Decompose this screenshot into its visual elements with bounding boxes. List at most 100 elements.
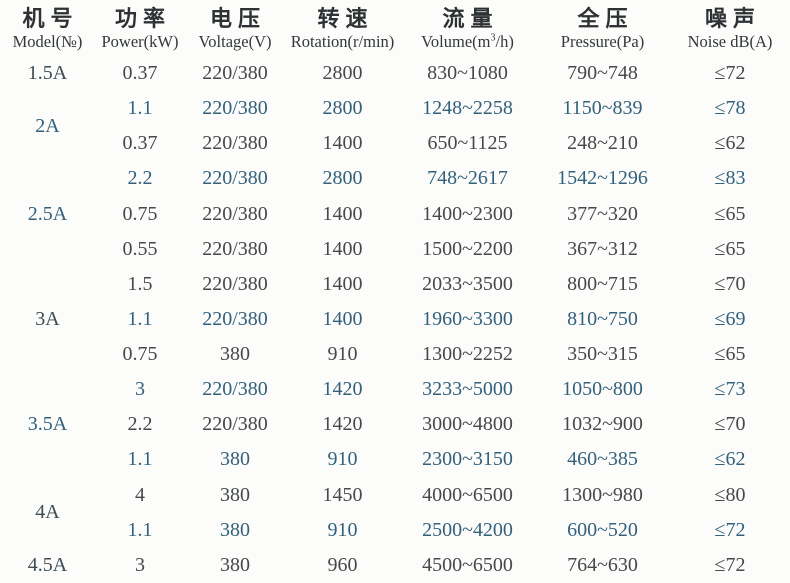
power-cell: 0.37	[122, 62, 158, 85]
table-row: 2A 1.1 220/380 2800 1248~2258 1150~839 ≤…	[0, 91, 790, 137]
pressure-cell: 810~750	[567, 307, 638, 330]
voltage-cell: 220/380	[202, 202, 268, 225]
pressure-cell: 800~715	[567, 272, 638, 295]
table-row: 1.1 220/380 1400 1960~3300 810~750 ≤69	[0, 302, 790, 337]
power-cell: 2.2	[127, 167, 153, 190]
power-cell: 0.37	[122, 132, 158, 155]
rotation-cell: 1400	[322, 237, 363, 260]
column-header-power: 功率 Power(kW)	[95, 0, 185, 56]
rotation-cell: 2800	[322, 97, 363, 120]
rotation-cell: 1420	[322, 378, 363, 401]
model-cell: 1.5A	[27, 62, 68, 85]
volume-cell: 1300~2252	[422, 343, 513, 366]
rotation-cell: 1400	[322, 132, 363, 155]
voltage-cell: 380	[220, 343, 250, 366]
rotation-cell: 960	[327, 553, 358, 576]
noise-cell: ≤72	[714, 62, 746, 85]
model-cell: 4A	[35, 501, 60, 524]
power-cell: 0.75	[122, 202, 158, 225]
table-row: 2.5A 2.2 220/380 2800 748~2617 1542~1296…	[0, 161, 790, 224]
header-pressure-zh: 全压	[577, 7, 634, 32]
header-rotation-en: Rotation(r/min)	[290, 32, 395, 51]
noise-cell: ≤72	[714, 553, 746, 576]
pressure-cell: 764~630	[567, 553, 638, 576]
voltage-cell: 220/380	[202, 62, 268, 85]
voltage-cell: 220/380	[202, 378, 268, 401]
column-header-rotation: 转速 Rotation(r/min)	[285, 0, 400, 56]
pressure-cell: 1032~900	[562, 413, 643, 436]
voltage-cell: 220/380	[202, 97, 268, 120]
noise-cell: ≤62	[714, 132, 746, 155]
header-pressure-en: Pressure(Pa)	[560, 32, 645, 51]
model-cell: 4.5A	[27, 553, 68, 576]
power-cell: 1.5	[127, 272, 153, 295]
table-row: 1.5A 0.37 220/380 2800 830~1080 790~748 …	[0, 56, 790, 91]
power-cell: 1.1	[127, 97, 153, 120]
volume-cell: 2300~3150	[422, 448, 513, 471]
table-row: 4A 4 380 1450 4000~6500 1300~980 ≤80	[0, 478, 790, 524]
pressure-cell: 790~748	[567, 62, 638, 85]
table-row: 1.1 380 910 2500~4200 600~520 ≤72	[0, 513, 790, 548]
noise-cell: ≤69	[714, 307, 746, 330]
header-model-zh: 机号	[22, 7, 79, 32]
model-cell: 2A	[35, 114, 60, 137]
power-cell: 2.2	[127, 413, 153, 436]
model-cell: 3A	[35, 307, 60, 330]
column-header-model: 机号 Model(№)	[0, 0, 95, 56]
noise-cell: ≤65	[714, 343, 746, 366]
pressure-cell: 460~385	[567, 448, 638, 471]
rotation-cell: 910	[327, 448, 358, 471]
table-row: 0.75 380 910 1300~2252 350~315 ≤65	[0, 337, 790, 372]
pressure-cell: 1150~839	[562, 97, 643, 120]
header-power-zh: 功率	[114, 7, 171, 32]
volume-cell: 1500~2200	[422, 237, 513, 260]
table-header-row: 机号 Model(№) 功率 Power(kW) 电压 Voltage(V) 转…	[0, 0, 790, 56]
power-cell: 1.1	[127, 307, 153, 330]
noise-cell: ≤70	[714, 413, 746, 436]
table-row: 4.5A 3 380 960 4500~6500 764~630 ≤72	[0, 548, 790, 583]
rotation-cell: 910	[327, 518, 358, 541]
power-cell: 4	[135, 483, 145, 506]
pressure-cell: 248~210	[567, 132, 638, 155]
header-volume-en: Volume(m3/h)	[421, 32, 514, 51]
model-cell: 2.5A	[27, 202, 68, 225]
rotation-cell: 2800	[322, 62, 363, 85]
voltage-cell: 380	[220, 448, 250, 471]
header-voltage-zh: 电压	[209, 7, 266, 32]
volume-cell: 650~1125	[427, 132, 508, 155]
power-cell: 1.1	[127, 518, 153, 541]
power-cell: 3	[135, 378, 145, 401]
table-row: 0.75 220/380 1400 1400~2300 377~320 ≤65	[0, 197, 790, 232]
voltage-cell: 220/380	[202, 132, 268, 155]
header-power-en: Power(kW)	[101, 32, 179, 51]
volume-cell: 3000~4800	[422, 413, 513, 436]
header-volume-zh: 流量	[442, 7, 499, 32]
rotation-cell: 1400	[322, 272, 363, 295]
rotation-cell: 2800	[322, 167, 363, 190]
pressure-cell: 377~320	[567, 202, 638, 225]
volume-cell: 4500~6500	[422, 553, 513, 576]
volume-cell: 1248~2258	[422, 97, 513, 120]
noise-cell: ≤62	[714, 448, 746, 471]
volume-cell: 2033~3500	[422, 272, 513, 295]
voltage-cell: 220/380	[202, 237, 268, 260]
volume-cell: 3233~5000	[422, 378, 513, 401]
pressure-cell: 1300~980	[562, 483, 643, 506]
table-row: 0.55 220/380 1400 1500~2200 367~312 ≤65	[0, 232, 790, 267]
power-cell: 0.55	[122, 237, 158, 260]
noise-cell: ≤73	[714, 378, 746, 401]
header-voltage-en: Voltage(V)	[198, 32, 272, 51]
pressure-cell: 350~315	[567, 343, 638, 366]
volume-cell: 748~2617	[427, 167, 508, 190]
model-cell: 3.5A	[27, 413, 68, 436]
header-model-en: Model(№)	[12, 32, 83, 51]
volume-cell: 830~1080	[427, 62, 508, 85]
header-noise-zh: 噪声	[704, 7, 761, 32]
column-header-pressure: 全压 Pressure(Pa)	[535, 0, 670, 56]
noise-cell: ≤83	[714, 167, 746, 190]
column-header-noise: 噪声 Noise dB(A)	[670, 0, 790, 56]
rotation-cell: 1400	[322, 202, 363, 225]
header-rotation-zh: 转速	[317, 7, 374, 32]
